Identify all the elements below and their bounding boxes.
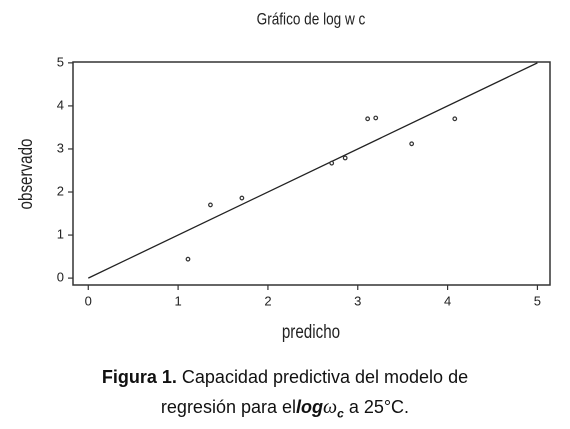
caption-text: Capacidad predictiva del modelo de: [181, 367, 469, 387]
x-axis-label: predicho: [282, 320, 340, 342]
caption-line: Figura 1. Capacidad predictiva del modelo…: [0, 362, 570, 392]
point: [373, 115, 379, 121]
point: [329, 160, 335, 166]
caption-symbol: ω: [323, 396, 338, 418]
y-tick-label: 5: [57, 54, 64, 69]
y-tick-label: 4: [57, 97, 64, 112]
point: [365, 116, 371, 122]
fit-line: [87, 62, 538, 279]
caption-line: regresión para ellogωc a 25°C.: [0, 392, 570, 429]
x-tick-label: 5: [534, 293, 541, 308]
x-tick-label: 4: [444, 293, 451, 308]
x-tick-label: 0: [85, 293, 92, 308]
point: [342, 155, 348, 161]
point: [185, 256, 191, 262]
x-tick-label: 1: [174, 293, 181, 308]
chart-title: Gráfico de log w c: [257, 10, 366, 29]
y-tick-label: 3: [57, 140, 64, 155]
caption-label: Figura 1.: [101, 367, 177, 387]
caption: Figura 1. Capacidad predictiva del modelo…: [0, 362, 570, 429]
x-tick-label: 3: [354, 293, 361, 308]
x-tick-label: 2: [264, 293, 271, 308]
y-tick-label: 1: [57, 226, 64, 241]
y-tick-label: 2: [57, 183, 64, 198]
caption-text: regresión para el: [160, 397, 297, 417]
y-tick-label: 0: [57, 270, 64, 285]
y-axis-label: observado: [14, 139, 36, 210]
caption-emph: log: [296, 397, 324, 417]
point: [239, 195, 245, 201]
caption-subscript: c: [337, 406, 344, 421]
chart: Gráfico de log w c predicho observado 0 1…: [14, 10, 551, 342]
point: [452, 116, 458, 122]
point: [208, 202, 213, 208]
caption-tail: a 25°C.: [348, 397, 410, 417]
point: [409, 141, 415, 147]
plot-frame: [72, 61, 551, 286]
